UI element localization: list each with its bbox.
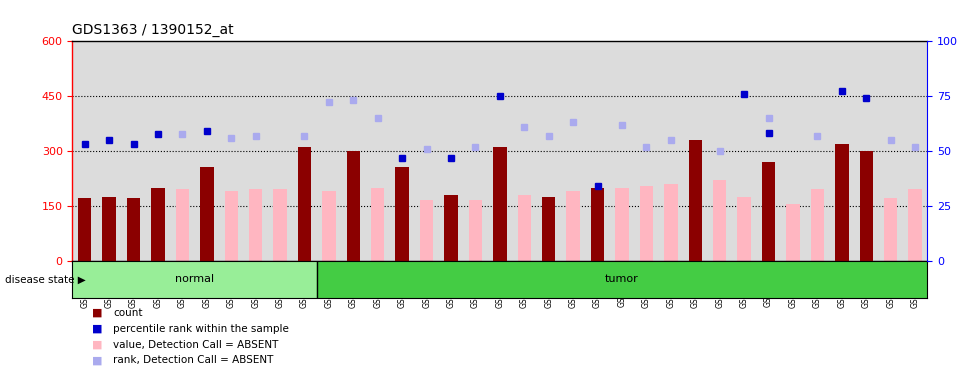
Bar [810, 189, 824, 261]
Bar [713, 180, 726, 261]
Bar [591, 188, 605, 261]
Bar [200, 167, 213, 261]
Text: ■: ■ [92, 340, 102, 350]
Bar [884, 198, 897, 261]
Bar [639, 186, 653, 261]
Bar [317, 261, 927, 298]
Bar [420, 200, 434, 261]
Bar [786, 204, 800, 261]
Text: percentile rank within the sample: percentile rank within the sample [113, 324, 289, 334]
Bar [323, 191, 335, 261]
Bar [78, 198, 92, 261]
Bar [762, 162, 776, 261]
Bar [273, 189, 287, 261]
Text: ■: ■ [92, 324, 102, 334]
Text: count: count [113, 308, 143, 318]
Bar [615, 188, 629, 261]
Bar [298, 147, 311, 261]
Bar [176, 189, 189, 261]
Bar [152, 188, 164, 261]
Text: tumor: tumor [605, 274, 639, 284]
Bar [224, 191, 238, 261]
Bar [566, 191, 580, 261]
Bar [860, 151, 873, 261]
Text: ■: ■ [92, 308, 102, 318]
Text: value, Detection Call = ABSENT: value, Detection Call = ABSENT [113, 340, 278, 350]
Bar [542, 196, 555, 261]
Bar [72, 261, 317, 298]
Text: ■: ■ [92, 356, 102, 365]
Bar [689, 140, 702, 261]
Bar [908, 189, 922, 261]
Bar [444, 195, 458, 261]
Bar [494, 147, 506, 261]
Text: normal: normal [175, 274, 214, 284]
Text: disease state ▶: disease state ▶ [5, 275, 86, 285]
Bar [665, 184, 677, 261]
Text: GDS1363 / 1390152_at: GDS1363 / 1390152_at [72, 24, 234, 38]
Text: rank, Detection Call = ABSENT: rank, Detection Call = ABSENT [113, 356, 273, 365]
Bar [836, 144, 848, 261]
Bar [469, 200, 482, 261]
Bar [371, 188, 384, 261]
Bar [102, 196, 116, 261]
Bar [127, 198, 140, 261]
Bar [395, 167, 409, 261]
Bar [518, 195, 531, 261]
Bar [249, 189, 263, 261]
Bar [737, 196, 751, 261]
Bar [347, 151, 360, 261]
